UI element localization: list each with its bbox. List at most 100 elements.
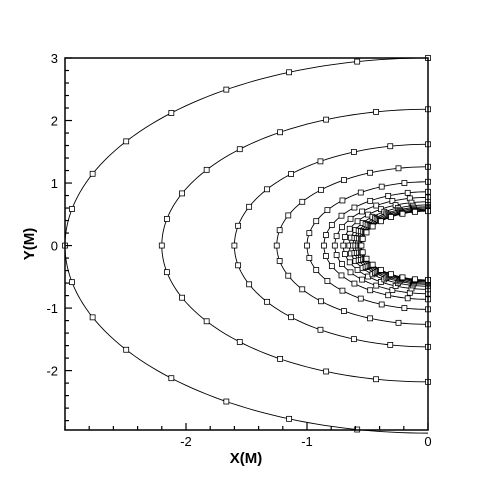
curve-15-marker (412, 276, 418, 283)
x-tick-label: 0 (424, 434, 431, 449)
curve-2-marker (236, 339, 243, 345)
curve-1-marker (89, 170, 96, 177)
curve-1-marker (286, 69, 292, 76)
curve-2-marker (323, 368, 330, 375)
curve-6-marker (338, 212, 345, 219)
curve-4-marker (276, 258, 283, 264)
curve-2 (161, 108, 429, 383)
curve-3-marker (317, 326, 324, 333)
tick-labels-layer: -2 -1 0 3 2 1 0 -1 -2 (46, 51, 431, 449)
curve-7-marker (339, 224, 345, 231)
x-tick-label: -2 (180, 434, 192, 449)
curve-15-marker (359, 249, 366, 256)
curve-7-marker (333, 252, 340, 258)
curve-5-marker (313, 267, 320, 273)
curve-1-marker (168, 375, 175, 382)
curve-5-marker (357, 189, 364, 196)
curve-6-marker (351, 204, 358, 211)
y-tick-label: 3 (51, 51, 58, 66)
x-tick-label: -1 (301, 434, 313, 449)
curve-5-marker (357, 295, 364, 302)
curve-15-marker (363, 255, 370, 262)
curve-15-marker (378, 266, 384, 273)
curve-15-marker (399, 274, 406, 281)
curve-1-marker (286, 415, 292, 422)
curve-6-marker (404, 295, 411, 302)
curve-15-marker (399, 210, 406, 217)
curve-3-marker (264, 298, 270, 305)
curve-3-marker (235, 222, 242, 229)
curve-5-marker (401, 305, 408, 312)
curve-15-marker (363, 229, 370, 236)
curve-3-marker (288, 171, 295, 177)
curve-1-marker (354, 58, 361, 65)
curve-1-marker (123, 138, 130, 145)
curve-7-marker (333, 233, 340, 240)
curve-15-marker (388, 271, 394, 278)
curve-15-marker (358, 242, 365, 249)
curve-1-marker (69, 206, 75, 212)
curve-6-marker (385, 192, 392, 199)
ticks-layer (64, 57, 429, 430)
curve-4-marker (299, 198, 306, 205)
curve-5-marker (401, 180, 408, 186)
curve-7-marker (359, 208, 366, 215)
curve-6-marker (323, 232, 329, 238)
curve-5-marker (324, 207, 331, 214)
curve-4-marker (341, 177, 347, 183)
curve-5-marker (324, 278, 331, 284)
curve-4-marker (341, 308, 347, 314)
curve-6-marker (404, 189, 411, 196)
y-tick-label: 0 (51, 239, 58, 254)
curve-4-marker (273, 242, 280, 249)
curve-2-marker (158, 242, 165, 249)
curve-3-marker (231, 242, 238, 249)
curve-8-marker (346, 225, 353, 232)
y-tick-label: -2 (46, 364, 58, 379)
curve-8-marker (354, 266, 361, 273)
curve-8-marker (342, 251, 348, 258)
curve-3-marker (317, 158, 324, 165)
x-axis-title: X(M) (230, 450, 263, 467)
curve-7-marker (347, 215, 354, 222)
curve-3-marker (387, 341, 394, 348)
curve-7-marker (389, 198, 396, 204)
curve-3-marker (246, 281, 253, 288)
curve-4-marker (367, 315, 374, 322)
curve-5-marker (306, 230, 313, 237)
curve-2-marker (373, 376, 379, 383)
curve-6-marker (385, 292, 392, 299)
curve-14 (360, 210, 429, 281)
curve-4-marker (318, 298, 324, 305)
curve-6-marker (367, 197, 374, 204)
plot-frame (64, 57, 429, 431)
y-tick-label: -1 (46, 301, 58, 316)
curve-5-marker (339, 197, 346, 204)
curve-1-marker (223, 86, 230, 93)
curve-6-marker (328, 263, 335, 270)
y-tick-label: 1 (51, 176, 58, 191)
curve-5-marker (304, 242, 310, 249)
curve-7-marker (331, 242, 338, 249)
curve-8-marker (340, 242, 347, 249)
curve-5-marker (313, 218, 320, 225)
curve-15-marker (369, 261, 376, 268)
curve-3 (233, 143, 429, 348)
curve-6-marker (351, 280, 358, 287)
curve-6-marker (367, 287, 374, 294)
curve-3-marker (246, 203, 253, 210)
curve-4-marker (395, 165, 402, 172)
curve-4-marker (367, 169, 374, 176)
curve-4-marker (285, 212, 292, 219)
curve-1-marker (89, 314, 96, 321)
curve-7-marker (373, 202, 380, 209)
curve-3-marker (387, 143, 394, 150)
curve-2-marker (179, 190, 185, 197)
curve-1-marker (69, 279, 75, 286)
curve-3-marker (351, 336, 357, 343)
curve-6-marker (328, 222, 335, 228)
curve-1-marker (168, 110, 175, 116)
curve-7-marker (373, 282, 380, 289)
curve-7-marker (389, 287, 396, 293)
curve-3-marker (288, 314, 295, 321)
